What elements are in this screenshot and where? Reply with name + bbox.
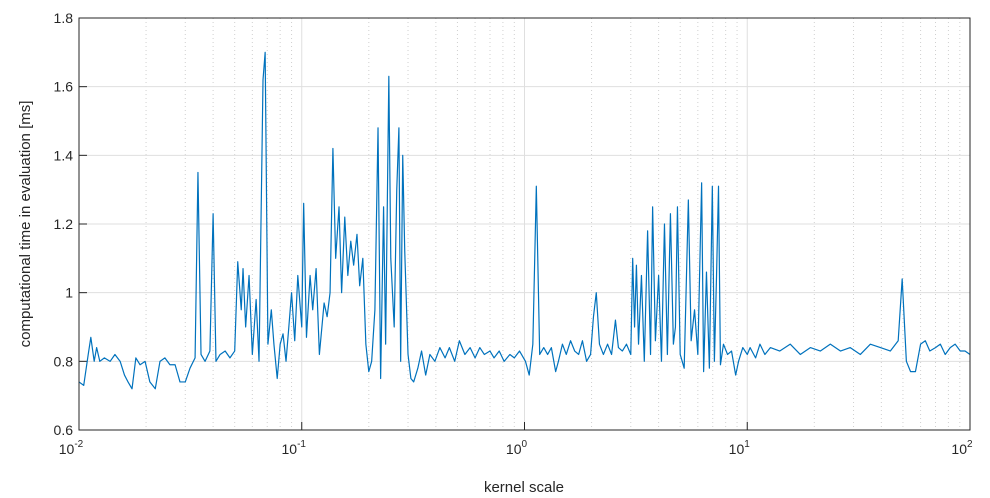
x-tick-label: 101 (729, 439, 751, 457)
x-tick-label: 10-2 (59, 439, 84, 457)
x-tick-label: 100 (506, 439, 528, 457)
axes-box (78, 17, 971, 431)
x-tick-label: 102 (951, 439, 973, 457)
y-tick-label: 1.8 (54, 10, 74, 26)
y-tick-label: 1.4 (54, 147, 74, 163)
x-axis-label: kernel scale (484, 479, 564, 496)
y-tick-label: 1.2 (54, 216, 74, 232)
y-tick-label: 0.8 (54, 353, 74, 369)
data-line (78, 51, 971, 390)
y-axis-label: computational time in evaluation [ms] (17, 101, 34, 348)
y-tick-label: 1.6 (54, 79, 74, 95)
y-tick-label: 0.6 (54, 422, 74, 438)
x-tick-label: 10-1 (282, 439, 307, 457)
y-tick-label: 1 (65, 285, 73, 301)
